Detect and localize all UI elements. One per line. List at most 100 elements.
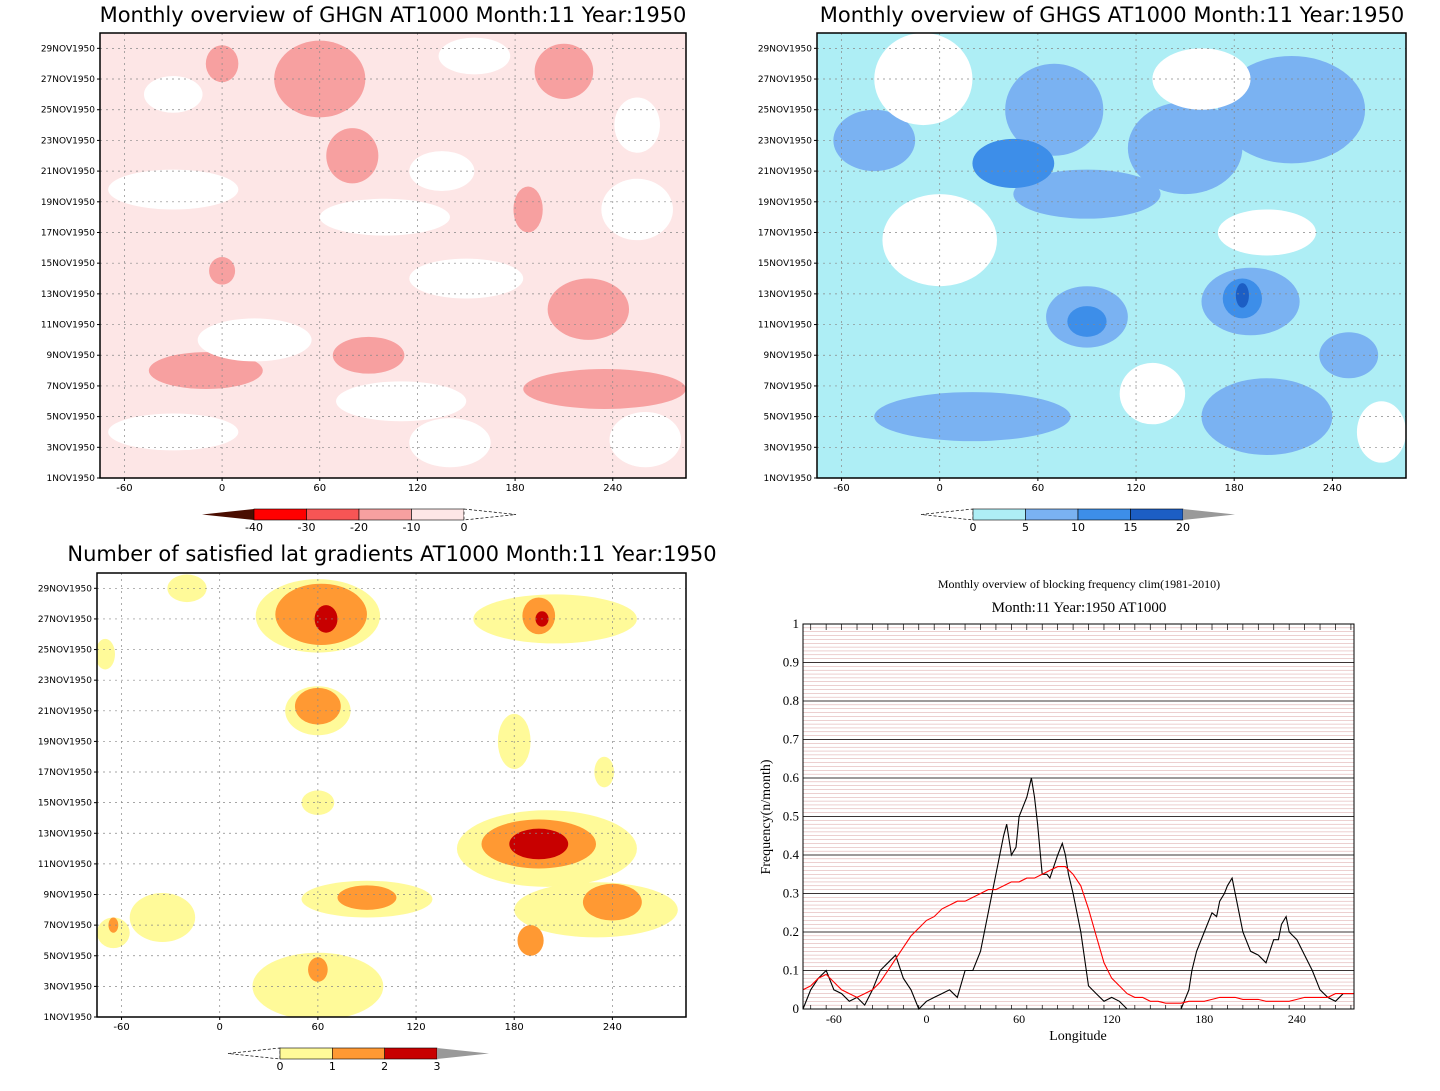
y-tick-label: 7NOV1950	[764, 382, 813, 392]
contour-region	[409, 418, 491, 468]
x-tick-label: -60	[833, 483, 849, 494]
y-tick-label: 13NOV1950	[758, 290, 812, 300]
y-tick-label: 9NOV1950	[47, 351, 96, 361]
x-tick-label: -60	[826, 1012, 842, 1026]
colorbar-cell	[1077, 508, 1131, 521]
y-tick-label: 9NOV1950	[44, 891, 93, 901]
x-tick-label: 120	[1103, 1012, 1121, 1026]
y-tick-label: 13NOV1950	[38, 829, 92, 839]
colorbar-tick-label: -40	[245, 521, 263, 534]
plot-frame	[99, 32, 687, 479]
y-tick-label: 5NOV1950	[764, 413, 813, 423]
contour-region	[534, 43, 594, 99]
y-tick-label: 27NOV1950	[41, 75, 95, 85]
colorbar-tick-label: 0	[461, 521, 468, 534]
x-tick-label: 0	[219, 483, 225, 494]
lat-gradients-chart: Number of satisfied lat gradients AT1000…	[38, 542, 717, 1073]
contour-region	[594, 756, 615, 788]
x-tick-label: 120	[1126, 483, 1145, 494]
y-tick-label: 9NOV1950	[764, 351, 813, 361]
colorbar: 0 5 10 15 20	[920, 508, 1235, 534]
y-tick-label: 1	[793, 616, 800, 631]
y-tick-label: 25NOV1950	[758, 106, 812, 116]
y-tick-label: 7NOV1950	[44, 921, 93, 931]
y-tick-label: 17NOV1950	[41, 228, 95, 238]
x-tick-label: 180	[505, 1022, 524, 1033]
colorbar-cell	[358, 508, 412, 521]
contour-region	[326, 128, 379, 184]
blocking-subtitle: Month:11 Year:1950 AT1000	[992, 600, 1167, 616]
colorbar-cell	[1025, 508, 1079, 521]
contour-region	[1235, 283, 1249, 308]
y-tick-label: 1NOV1950	[44, 1013, 93, 1023]
y-tick-label: 0.6	[783, 770, 800, 785]
contour-region	[409, 151, 475, 192]
contour-region	[332, 336, 405, 374]
contour-region	[1005, 63, 1104, 156]
y-tick-label: 1NOV1950	[47, 474, 96, 484]
y-tick-label: 3NOV1950	[44, 982, 93, 992]
colorbar-tick-label: 2	[381, 1060, 388, 1073]
y-tick-label: 29NOV1950	[41, 44, 95, 54]
colorbar-tick-label: 5	[1022, 521, 1029, 534]
y-tick-label: 23NOV1950	[38, 676, 92, 686]
y-tick-label: 15NOV1950	[758, 259, 812, 269]
contour-region	[1201, 378, 1333, 455]
contour-region	[108, 413, 239, 451]
colorbar-tick-label: 10	[1071, 521, 1085, 534]
contour-region	[108, 169, 239, 210]
y-tick-label: 5NOV1950	[44, 952, 93, 962]
y-tick-label: 0.4	[783, 847, 800, 862]
y-tick-label: 21NOV1950	[38, 707, 92, 717]
colorbar-arrow-left	[920, 508, 974, 521]
colorbar-tick-label: -30	[298, 521, 316, 534]
x-tick-label: 0	[923, 1012, 929, 1026]
contour-region	[874, 33, 973, 126]
y-tick-label: 7NOV1950	[47, 382, 96, 392]
contour-region	[582, 883, 642, 921]
contour-region	[409, 258, 524, 299]
contour-region	[1067, 306, 1107, 337]
plot-frame	[802, 623, 1355, 1010]
contour-region	[609, 412, 682, 468]
y-tick-label: 0.5	[783, 809, 799, 824]
contour-region	[601, 178, 673, 241]
ghgs-title: Monthly overview of GHGS AT1000 Month:11…	[820, 3, 1404, 27]
plot-frame	[816, 32, 1407, 479]
y-tick-label: 21NOV1950	[758, 167, 812, 177]
contour-region	[1119, 362, 1186, 425]
y-tick-label: 23NOV1950	[41, 136, 95, 146]
y-tick-label: 29NOV1950	[38, 584, 92, 594]
x-tick-label: 180	[1225, 483, 1244, 494]
y-tick-label: 3NOV1950	[764, 443, 813, 453]
y-tick-label: 19NOV1950	[758, 198, 812, 208]
ghgn-chart: Monthly overview of GHGN AT1000 Month:11…	[41, 3, 687, 534]
colorbar-tick-label: 0	[970, 521, 977, 534]
contour-region	[167, 574, 207, 603]
y-tick-label: 0.8	[783, 693, 799, 708]
y-tick-label: 27NOV1950	[38, 615, 92, 625]
y-tick-label: 19NOV1950	[41, 198, 95, 208]
x-tick-label: -60	[113, 1022, 129, 1033]
contour-region	[97, 638, 115, 670]
blocking-ylabel: Frequency(n/month)	[759, 759, 774, 874]
x-tick-label: -60	[116, 483, 132, 494]
lat-gradients-title: Number of satisfied lat gradients AT1000…	[67, 542, 716, 566]
y-tick-label: 0.2	[783, 924, 799, 939]
x-tick-label: 60	[312, 1022, 325, 1033]
blocking-xlabel: Longitude	[1049, 1029, 1107, 1044]
ghgs-plot-area: 1NOV1950 3NOV1950 5NOV1950 7NOV1950 9NOV1950…	[758, 32, 1407, 534]
colorbar-arrow-right	[1183, 509, 1235, 520]
colorbar-tick-label: 20	[1176, 521, 1190, 534]
contour-region	[473, 594, 637, 644]
lat-gradients-plot-area: 1NOV1950 3NOV1950 5NOV1950 7NOV1950 9NOV1950…	[38, 572, 687, 1073]
blocking-frequency-chart: Monthly overview of blocking frequency c…	[759, 577, 1355, 1044]
y-tick-label: 25NOV1950	[41, 106, 95, 116]
y-tick-label: 11NOV1950	[38, 860, 92, 870]
y-tick-label: 5NOV1950	[47, 413, 96, 423]
contour-region	[1356, 401, 1406, 463]
x-tick-label: 0	[937, 483, 943, 494]
contour-region	[209, 257, 236, 285]
contour-region	[274, 40, 366, 118]
ghgs-chart: Monthly overview of GHGS AT1000 Month:11…	[758, 3, 1407, 534]
